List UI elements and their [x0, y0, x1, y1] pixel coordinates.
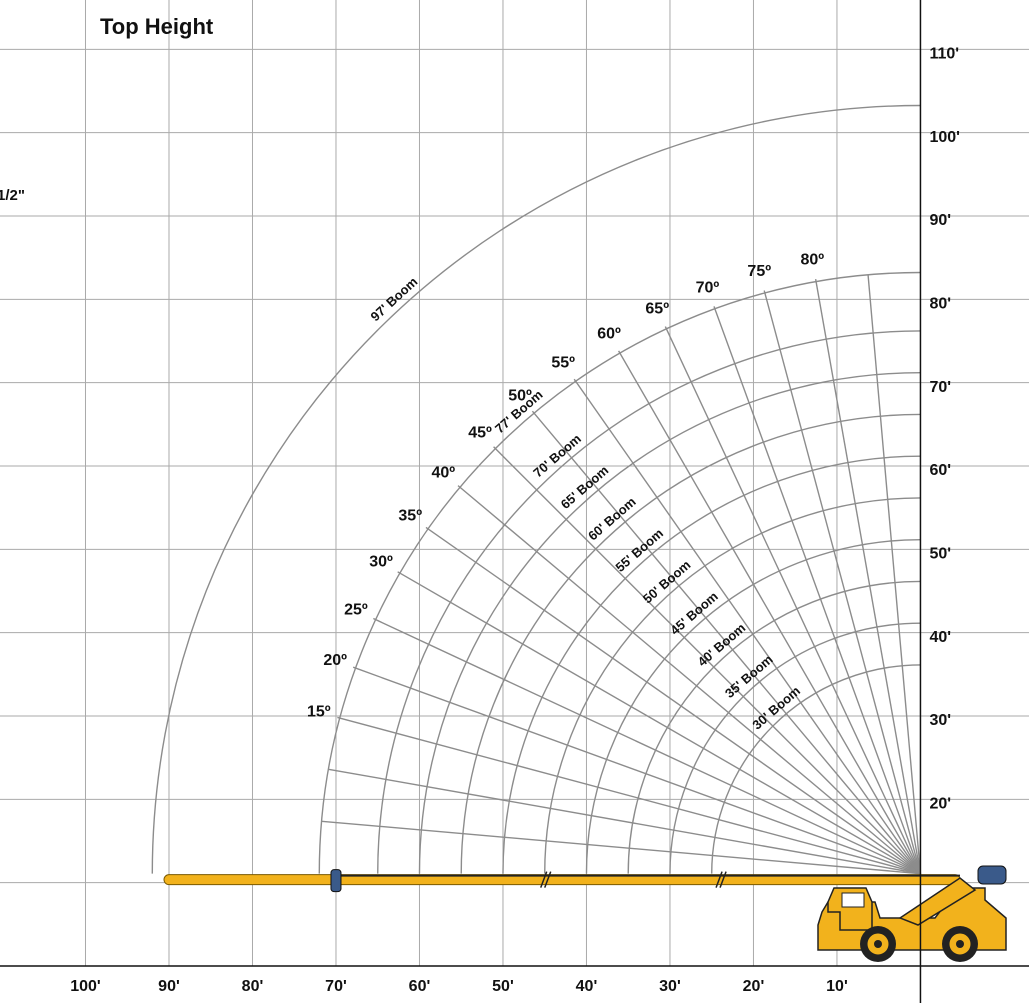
angle-line [397, 571, 921, 875]
x-tick-label: 20' [743, 978, 765, 995]
boom-label: 60' Boom [585, 494, 639, 543]
boom-label: 70' Boom [530, 431, 584, 480]
x-tick-label: 80' [242, 978, 264, 995]
x-tick-label: 40' [576, 978, 598, 995]
x-tick-label: 10' [826, 978, 848, 995]
angle-line [337, 716, 921, 875]
crane [163, 865, 1007, 962]
y-tick-label: 110' [929, 46, 959, 63]
angle-label: 45º [468, 424, 492, 441]
angle-label: 75º [747, 263, 771, 280]
y-tick-label: 50' [929, 546, 951, 563]
angle-line [618, 350, 922, 875]
angle-label: 50º [508, 388, 532, 405]
y-tick-label: 20' [929, 796, 951, 813]
boom-arm [898, 877, 977, 926]
angle-line [713, 306, 922, 874]
boom-label: 65' Boom [558, 463, 612, 512]
range-arcs [151, 104, 922, 875]
hub-center [956, 940, 964, 948]
boom-collar [330, 869, 342, 893]
y-tick-label: 90' [929, 212, 951, 229]
angle-line-minor [328, 768, 921, 875]
angle-label: 65º [645, 300, 669, 317]
angle-line [352, 666, 921, 875]
y-tick-label: 30' [929, 712, 951, 729]
x-tick-label: 30' [659, 978, 681, 995]
angle-label: 55º [551, 355, 575, 372]
boom-label: 45' Boom [667, 589, 721, 638]
angle-line [373, 617, 921, 875]
angle-line [493, 446, 921, 875]
hub-center [874, 940, 882, 948]
angle-line [573, 378, 922, 875]
angle-line [425, 526, 921, 875]
angle-label: 40º [431, 465, 455, 482]
side-note: 1/2" [0, 187, 25, 204]
x-tick-label: 70' [325, 978, 347, 995]
y-tick-label: 60' [929, 462, 951, 479]
y-tick-label: 100' [929, 129, 960, 146]
boom-label: 35' Boom [722, 652, 776, 701]
angle-line [814, 279, 922, 874]
grid [0, 0, 1029, 966]
angle-line [763, 290, 922, 874]
angle-label: 25º [344, 602, 368, 619]
boom-break [540, 871, 552, 888]
x-tick-label: 90' [158, 978, 180, 995]
boom-label: 50' Boom [640, 557, 694, 606]
boom-break [715, 871, 727, 888]
cab-window [841, 892, 865, 908]
angle-label: 30º [369, 553, 393, 570]
y-tick-label: 80' [929, 296, 951, 313]
angle-label: 70º [696, 280, 720, 297]
boom-label: 55' Boom [612, 526, 666, 575]
angle-line-minor [321, 820, 921, 875]
y-tick-label: 70' [929, 379, 951, 396]
boom-label: 40' Boom [695, 620, 749, 669]
angle-label: 80º [800, 251, 824, 268]
angle-line [531, 410, 921, 875]
angle-line [664, 326, 922, 874]
sheave [977, 865, 1007, 885]
chart-title: Top Height [100, 14, 214, 39]
angle-label: 20º [323, 652, 347, 669]
x-tick-label: 100' [70, 978, 101, 995]
angle-label: 60º [597, 325, 621, 342]
x-tick-label: 50' [492, 978, 514, 995]
angle-label: 35º [398, 508, 422, 525]
y-tick-label: 40' [929, 629, 951, 646]
angle-label: 15º [307, 704, 331, 721]
boom-arc [151, 104, 921, 874]
angle-line-minor [867, 274, 922, 874]
angle-line [457, 485, 921, 875]
x-tick-label: 60' [409, 978, 431, 995]
